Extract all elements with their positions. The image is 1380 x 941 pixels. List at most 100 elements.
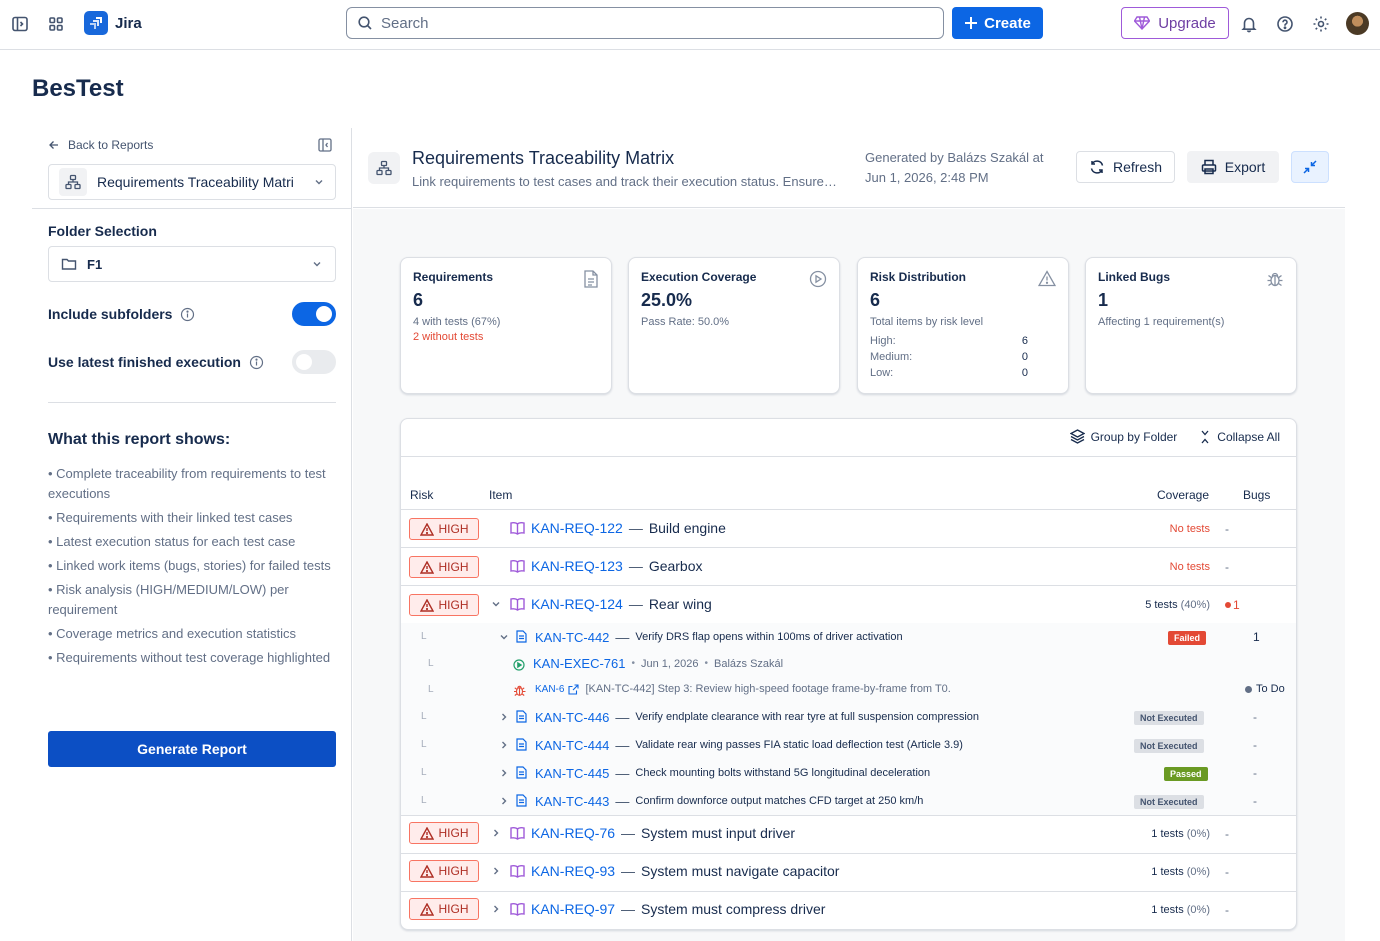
chevron-right-icon[interactable] (491, 904, 501, 914)
chevron-right-icon[interactable] (499, 740, 509, 750)
chevron-down-icon (313, 176, 325, 188)
chevron-down-icon[interactable] (499, 632, 509, 642)
test-case-summary: Verify DRS flap opens within 100ms of dr… (635, 631, 903, 643)
info-icon[interactable] (180, 307, 195, 322)
test-case-key-link[interactable]: KAN-TC-443 (535, 793, 610, 809)
include-subfolders-label: Include subfolders (48, 306, 173, 322)
card-sub: Total items by risk level (870, 316, 984, 328)
chevron-right-icon[interactable] (499, 796, 509, 806)
separator: — (628, 558, 643, 574)
requirement-item: KAN-REQ-76 — System must input driver (531, 825, 795, 841)
settings-icon[interactable] (1311, 14, 1331, 34)
table-row[interactable]: HIGH KAN-REQ-123 — Gearbox No tests - (401, 547, 1296, 585)
create-button[interactable]: Create (952, 7, 1043, 39)
collapse-all-button[interactable]: Collapse All (1199, 429, 1280, 444)
requirement-key-link[interactable]: KAN-REQ-76 (531, 825, 616, 841)
coverage-value: No tests (1169, 523, 1210, 535)
generate-report-button[interactable]: Generate Report (48, 731, 336, 767)
card-value: 6 (870, 290, 881, 310)
requirement-key-link[interactable]: KAN-REQ-93 (531, 863, 616, 879)
export-button[interactable]: Export (1187, 151, 1279, 183)
risk-count: 0 (1021, 351, 1028, 363)
latest-execution-toggle[interactable] (292, 350, 336, 374)
chevron-right-icon[interactable] (491, 866, 501, 876)
risk-label: HIGH (438, 560, 469, 574)
jira-logo[interactable]: Jira (84, 11, 142, 35)
test-case-icon (516, 738, 527, 751)
avatar[interactable] (1346, 12, 1369, 35)
book-icon (510, 597, 525, 611)
chevron-right-icon[interactable] (499, 768, 509, 778)
requirement-key-link[interactable]: KAN-REQ-122 (531, 520, 623, 536)
separator: — (615, 765, 630, 781)
sidebar-toggle-icon[interactable] (10, 14, 30, 34)
group-by-folder-button[interactable]: Group by Folder (1069, 429, 1177, 444)
printer-icon (1201, 159, 1217, 175)
chevron-right-icon[interactable] (499, 712, 509, 722)
table-row[interactable]: HIGH KAN-REQ-93 — System must navigate c… (401, 853, 1296, 891)
report-content: Requirements 6 4 with tests (67%) 2 with… (353, 209, 1345, 941)
table-toolbar: Group by Folder Collapse All (1069, 429, 1280, 444)
include-subfolders-row: Include subfolders (48, 302, 336, 326)
execution-key-link[interactable]: KAN-EXEC-761 (533, 656, 626, 671)
external-link-icon[interactable] (568, 683, 580, 695)
layers-icon (1069, 429, 1085, 444)
coverage-percent: (0%) (1186, 866, 1210, 878)
card-value: 6 (413, 290, 424, 310)
requirement-item: KAN-REQ-122 — Build engine (531, 520, 726, 536)
info-icon[interactable] (249, 355, 264, 370)
app-switcher-icon[interactable] (46, 14, 66, 34)
execution-item: KAN-EXEC-761 • Jun 1, 2026 • Balázs Szak… (533, 656, 783, 671)
refresh-button[interactable]: Refresh (1076, 151, 1175, 183)
test-case-summary: Validate rear wing passes FIA static loa… (635, 739, 963, 751)
chevron-right-icon[interactable] (491, 828, 501, 838)
requirement-key-link[interactable]: KAN-REQ-97 (531, 901, 616, 917)
minimize-arrows-icon (1303, 160, 1317, 174)
requirement-item: KAN-REQ-97 — System must compress driver (531, 901, 825, 917)
coverage-count: 5 tests (1145, 599, 1178, 611)
table-row[interactable]: HIGH KAN-REQ-97 — System must compress d… (401, 891, 1296, 929)
requirement-key-link[interactable]: KAN-REQ-124 (531, 596, 623, 612)
execution-play-icon (513, 659, 525, 671)
folder-select[interactable]: F1 (48, 246, 336, 282)
search-icon (357, 15, 373, 31)
table-row[interactable]: HIGH KAN-REQ-122 — Build engine No tests… (401, 509, 1296, 547)
test-case-key-link[interactable]: KAN-TC-446 (535, 709, 610, 725)
tree-connector: L (421, 631, 427, 642)
risk-badge: HIGH (409, 898, 479, 920)
test-case-key-link[interactable]: KAN-TC-445 (535, 765, 610, 781)
help-icon[interactable] (1275, 14, 1295, 34)
separator: — (615, 629, 630, 645)
test-case-icon (516, 710, 527, 723)
coverage-percent: (0%) (1186, 828, 1210, 840)
table-row[interactable]: HIGH KAN-REQ-76 — System must input driv… (401, 815, 1296, 853)
card-warning: 2 without tests (413, 331, 484, 343)
minimize-button[interactable] (1291, 151, 1329, 183)
table-row[interactable]: HIGH KAN-REQ-124 — Rear wing 5 tests (40… (401, 585, 1296, 623)
notifications-icon[interactable] (1239, 14, 1259, 34)
chevron-down-icon[interactable] (491, 599, 501, 609)
requirement-key-link[interactable]: KAN-REQ-123 (531, 558, 623, 574)
back-to-reports-link[interactable]: Back to Reports (48, 138, 153, 152)
collapse-sidebar-icon[interactable] (318, 138, 332, 152)
coverage-percent: (0%) (1186, 904, 1210, 916)
test-case-key-link[interactable]: KAN-TC-444 (535, 737, 610, 753)
bug-key-link[interactable]: KAN-6 (535, 683, 565, 695)
search-bar[interactable] (346, 7, 944, 39)
bug-status: To Do (1245, 683, 1285, 695)
folder-selection-label: Folder Selection (48, 223, 157, 239)
bugs-count-value: 1 (1233, 598, 1240, 612)
what-report-shows-title: What this report shows: (48, 431, 231, 448)
search-input[interactable] (381, 14, 921, 32)
document-icon (583, 270, 599, 288)
requirement-item: KAN-REQ-93 — System must navigate capaci… (531, 863, 839, 879)
refresh-label: Refresh (1112, 159, 1163, 175)
risk-low-row: Low: 0 (870, 367, 1028, 379)
coverage-value: 1 tests (0%) (1151, 904, 1210, 916)
report-subtitle: Link requirements to test cases and trac… (412, 174, 837, 189)
jira-logo-icon (84, 11, 108, 35)
test-case-key-link[interactable]: KAN-TC-442 (535, 629, 610, 645)
upgrade-button[interactable]: Upgrade (1121, 7, 1229, 39)
include-subfolders-toggle[interactable] (292, 302, 336, 326)
report-type-select[interactable]: Requirements Traceability Matri (48, 164, 336, 200)
